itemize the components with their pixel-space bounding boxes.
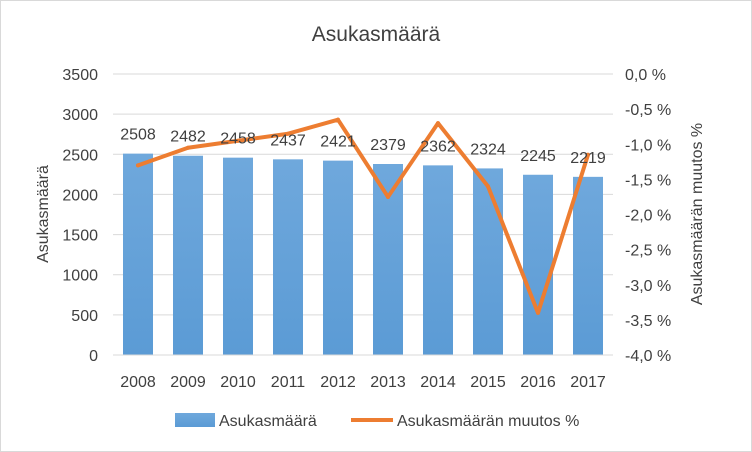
x-tick-label: 2011 — [271, 374, 306, 391]
y2-tick-label: -2,0 % — [625, 208, 671, 225]
y2-tick-label: -2,5 % — [625, 243, 671, 260]
bar — [523, 174, 553, 355]
legend-swatch-bar — [175, 413, 215, 427]
y-tick-label: 0 — [89, 348, 98, 365]
y2-tick-label: -1,0 % — [625, 137, 671, 154]
x-tick-label: 2009 — [170, 374, 206, 391]
line-point — [436, 121, 440, 126]
x-tick-label: 2012 — [320, 374, 356, 391]
x-tick-label: 2014 — [420, 374, 456, 391]
data-label: 2437 — [270, 132, 306, 149]
bar — [273, 159, 303, 355]
bar — [223, 157, 253, 355]
line-point — [336, 117, 340, 122]
axes: 0 500 1000 1500 2000 2500 3000 3500 0,0 % -0,5 % -… — [62, 67, 671, 391]
bar — [573, 176, 603, 355]
bar — [473, 168, 503, 355]
line-point — [236, 138, 240, 143]
data-labels: 2508 2482 2458 2437 2421 2379 2362 2324 2245 2219 — [120, 127, 606, 167]
y-tick-label: 3000 — [62, 107, 98, 124]
x-tick-label: 2008 — [120, 374, 156, 391]
y2-tick-label: -3,0 % — [625, 278, 671, 295]
data-label: 2379 — [370, 137, 406, 154]
x-tick-label: 2017 — [570, 374, 606, 391]
data-label: 2421 — [320, 134, 356, 151]
bar — [123, 153, 153, 355]
data-label: 2324 — [470, 141, 506, 158]
bar — [373, 164, 403, 355]
data-label: 2219 — [570, 150, 606, 167]
line-point — [586, 152, 590, 157]
x-tick-label: 2016 — [520, 374, 556, 391]
legend: Asukasmäärä Asukasmäärän muutos % — [175, 413, 579, 430]
legend-label-bar: Asukasmäärä — [219, 413, 317, 430]
data-label: 2245 — [520, 148, 556, 165]
bar-series — [123, 153, 603, 355]
data-label: 2482 — [170, 129, 206, 146]
y-tick-label: 2000 — [62, 187, 98, 204]
line-point — [186, 145, 190, 150]
y-tick-label: 1500 — [62, 228, 98, 245]
bar — [173, 155, 203, 355]
y2-tick-label: -0,5 % — [625, 102, 671, 119]
y-tick-label: 3500 — [62, 67, 98, 84]
data-label: 2362 — [420, 138, 456, 155]
bar — [423, 165, 453, 355]
bar — [323, 160, 353, 355]
line-point — [536, 310, 540, 315]
line-series-path — [136, 117, 590, 315]
data-label: 2458 — [220, 131, 256, 148]
y-tick-label: 1000 — [62, 268, 98, 285]
y-axis-title: Asukasmäärä — [35, 165, 52, 263]
line-series — [136, 117, 590, 315]
data-label: 2508 — [120, 127, 156, 144]
line-point — [486, 184, 490, 189]
line-point — [386, 194, 390, 199]
y2-axis-title: Asukasmäärän muutos % — [689, 123, 706, 305]
y2-tick-label: -3,5 % — [625, 313, 671, 330]
x-tick-label: 2015 — [470, 374, 506, 391]
y-tick-label: 500 — [71, 308, 98, 325]
y2-tick-label: 0,0 % — [625, 67, 666, 84]
y2-tick-label: -4,0 % — [625, 348, 671, 365]
y2-tick-label: -1,5 % — [625, 172, 671, 189]
x-tick-label: 2010 — [220, 374, 256, 391]
chart-title: Asukasmäärä — [312, 23, 441, 46]
y-tick-label: 2500 — [62, 147, 98, 164]
line-point — [136, 163, 140, 168]
line-point — [286, 131, 290, 136]
legend-label-line: Asukasmäärän muutos % — [397, 413, 579, 430]
x-tick-label: 2013 — [370, 374, 406, 391]
